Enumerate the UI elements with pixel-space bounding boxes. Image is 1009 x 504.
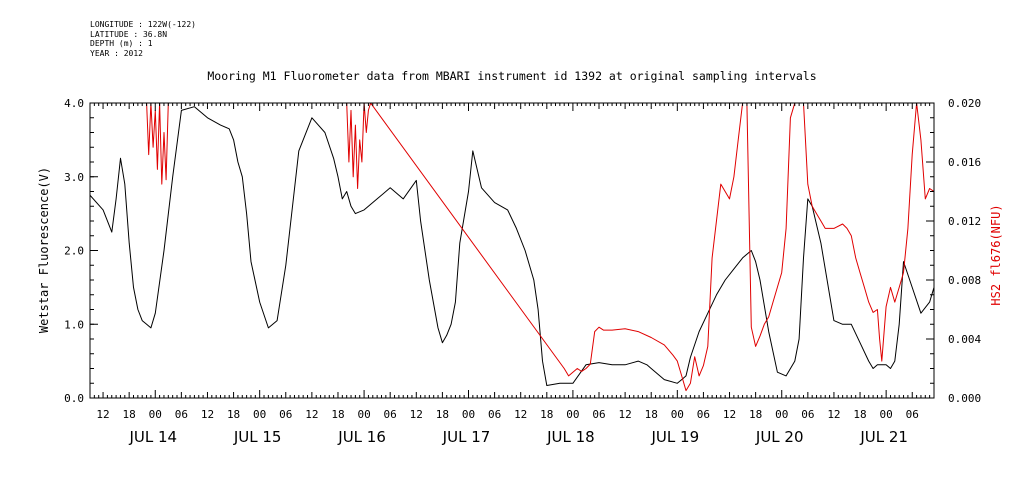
x-tick-label: 06	[592, 408, 605, 421]
plot-series-group	[90, 103, 934, 392]
series-line-wetstar	[90, 106, 934, 386]
x-tick-label: 18	[749, 408, 762, 421]
x-tick-label: 12	[305, 408, 318, 421]
series-line-hs2	[146, 103, 934, 392]
x-tick-label: 00	[462, 408, 475, 421]
x-tick-label: 00	[775, 408, 788, 421]
y2-tick-label: 0.008	[948, 274, 981, 287]
y2-tick-label: 0.012	[948, 215, 981, 228]
date-label: JUL 14	[128, 428, 177, 446]
date-label: JUL 17	[442, 428, 491, 446]
y-tick-label: 3.0	[64, 171, 84, 184]
y2-axis-label: HS2 fl676(NFU)	[989, 204, 1003, 305]
x-tick-label: 00	[357, 408, 370, 421]
x-tick-label: 00	[149, 408, 162, 421]
x-tick-label: 18	[331, 408, 344, 421]
x-tick-label: 12	[514, 408, 527, 421]
x-tick-label: 06	[697, 408, 710, 421]
x-tick-label: 06	[801, 408, 814, 421]
date-label: JUL 15	[233, 428, 282, 446]
x-tick-label: 06	[906, 408, 919, 421]
x-tick-label: 12	[827, 408, 840, 421]
x-tick-label: 06	[279, 408, 292, 421]
y-tick-label: 4.0	[64, 97, 84, 110]
longitude-label: LONGITUDE : 122W(-122)	[90, 20, 196, 29]
x-tick-label: 12	[723, 408, 736, 421]
x-tick-label: 18	[227, 408, 240, 421]
x-tick-label: 18	[645, 408, 658, 421]
year-label: YEAR : 2012	[90, 48, 143, 58]
chart-title: Mooring M1 Fluorometer data from MBARI i…	[207, 69, 816, 83]
x-tick-label: 00	[880, 408, 893, 421]
x-tick-label: 12	[96, 408, 109, 421]
depth-label: DEPTH (m) : 1	[90, 39, 153, 48]
y-tick-label: 1.0	[64, 318, 84, 331]
x-tick-label: 00	[566, 408, 579, 421]
date-label: JUL 20	[755, 428, 804, 446]
x-tick-label: 06	[488, 408, 501, 421]
y2-tick-label: 0.000	[948, 392, 981, 405]
y2-tick-label: 0.020	[948, 97, 981, 110]
x-tick-label: 00	[253, 408, 266, 421]
x-tick-label: 06	[384, 408, 397, 421]
y-tick-label: 2.0	[64, 245, 84, 258]
date-label: JUL 21	[859, 428, 908, 446]
x-tick-label: 18	[853, 408, 866, 421]
x-tick-label: 12	[201, 408, 214, 421]
x-tick-label: 00	[671, 408, 684, 421]
date-label: JUL 19	[651, 428, 700, 446]
y2-tick-label: 0.016	[948, 156, 981, 169]
y-tick-label: 0.0	[64, 392, 84, 405]
x-tick-label: 06	[175, 408, 188, 421]
metadata-block: LONGITUDE : 122W(-122) LATITUDE : 36.8N …	[90, 20, 196, 58]
latitude-label: LATITUDE : 36.8N	[90, 29, 168, 39]
x-tick-label: 12	[618, 408, 631, 421]
x-tick-label: 18	[123, 408, 136, 421]
x-tick-label: 18	[436, 408, 449, 421]
date-label: JUL 16	[337, 428, 386, 446]
axes-group: 12 18 00 06 12 18 00 06 12 18 00 06 12 18 00 06 12 18 00 06…	[64, 97, 981, 446]
y-axis-label: Wetstar Fluorescence(V)	[37, 167, 51, 333]
plot-frame	[89, 102, 935, 399]
x-tick-label: 18	[540, 408, 553, 421]
x-tick-label: 12	[410, 408, 423, 421]
y2-tick-label: 0.004	[948, 333, 981, 346]
date-label: JUL 18	[546, 428, 595, 446]
